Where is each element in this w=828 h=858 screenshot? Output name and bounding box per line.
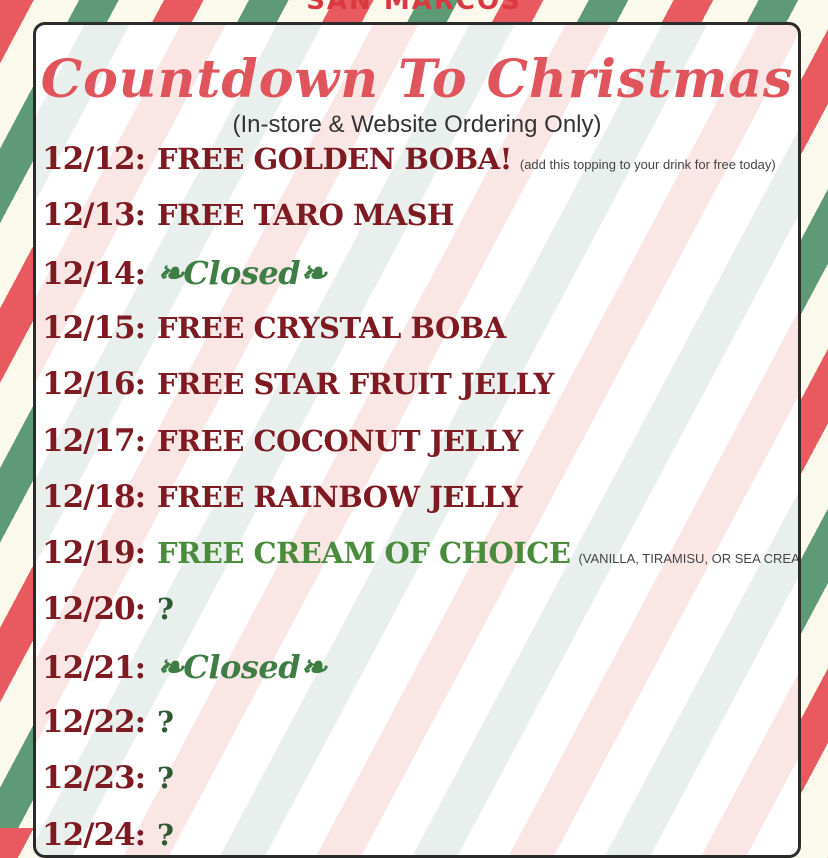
countdown-row: 12/12: FREE GOLDEN BOBA! (add this topping… <box>42 141 776 177</box>
row-offer: FREE STAR FRUIT JELLY <box>157 367 554 402</box>
row-date: 12/15: <box>42 309 146 346</box>
brand-logo: SAN MARCOS <box>306 0 522 16</box>
countdown-row: 12/24:? <box>42 817 174 853</box>
row-offer: ? <box>157 817 174 852</box>
row-date: 12/22: <box>42 704 146 740</box>
countdown-row: 12/20:? <box>42 591 174 627</box>
countdown-row: 12/17: FREE COCONUT JELLY <box>42 423 523 459</box>
row-offer: FREE CRYSTAL BOBA <box>157 310 506 345</box>
row-date: 12/12: <box>42 141 146 177</box>
countdown-row: 12/22:? <box>42 704 174 740</box>
countdown-row: 12/16: FREE STAR FRUIT JELLY <box>42 366 554 402</box>
row-offer: ❧Closed❧ <box>157 253 327 292</box>
row-date: 12/17: <box>42 422 146 459</box>
row-offer: ❧Closed❧ <box>157 647 327 686</box>
countdown-row: 12/15: FREE CRYSTAL BOBA <box>42 310 506 346</box>
row-offer: FREE GOLDEN BOBA! <box>157 142 512 176</box>
row-date: 12/16: <box>42 366 146 403</box>
row-date: 12/14: <box>42 255 146 292</box>
row-offer: ? <box>157 705 174 739</box>
row-date: 12/21: <box>42 649 146 686</box>
row-note: (add this topping to your drink for free… <box>519 157 776 172</box>
row-date: 12/19: <box>42 535 146 572</box>
countdown-row: 12/14: ❧Closed❧ <box>42 253 327 292</box>
poster-title: Countdown To Christmas <box>40 49 794 110</box>
row-offer: ? <box>157 592 174 627</box>
countdown-row: 12/19: FREE CREAM OF CHOICE (VANILLA, TIRA… <box>42 535 801 572</box>
row-offer: FREE COCONUT JELLY <box>157 423 523 458</box>
countdown-row: 12/21: ❧Closed❧ <box>42 647 327 686</box>
row-date: 12/13: <box>42 197 146 234</box>
row-date: 12/18: <box>42 478 146 515</box>
poster-subtitle: (In-store & Website Ordering Only) <box>232 111 602 138</box>
countdown-row: 12/13: FREE TARO MASH <box>42 197 454 233</box>
row-offer: FREE CREAM OF CHOICE <box>157 536 571 571</box>
row-date: 12/23: <box>42 760 146 797</box>
countdown-row: 12/23:? <box>42 760 174 796</box>
row-note: (VANILLA, TIRAMISU, OR SEA CREAM) <box>578 551 801 567</box>
row-offer: FREE TARO MASH <box>157 198 454 233</box>
row-date: 12/24: <box>42 816 146 853</box>
countdown-row: 12/18: FREE RAINBOW JELLY <box>42 478 523 515</box>
row-offer: FREE RAINBOW JELLY <box>157 479 523 514</box>
row-offer: ? <box>157 761 174 796</box>
countdown-panel: Countdown To Christmas (In-store & Websi… <box>33 22 801 858</box>
row-date: 12/20: <box>42 591 146 628</box>
